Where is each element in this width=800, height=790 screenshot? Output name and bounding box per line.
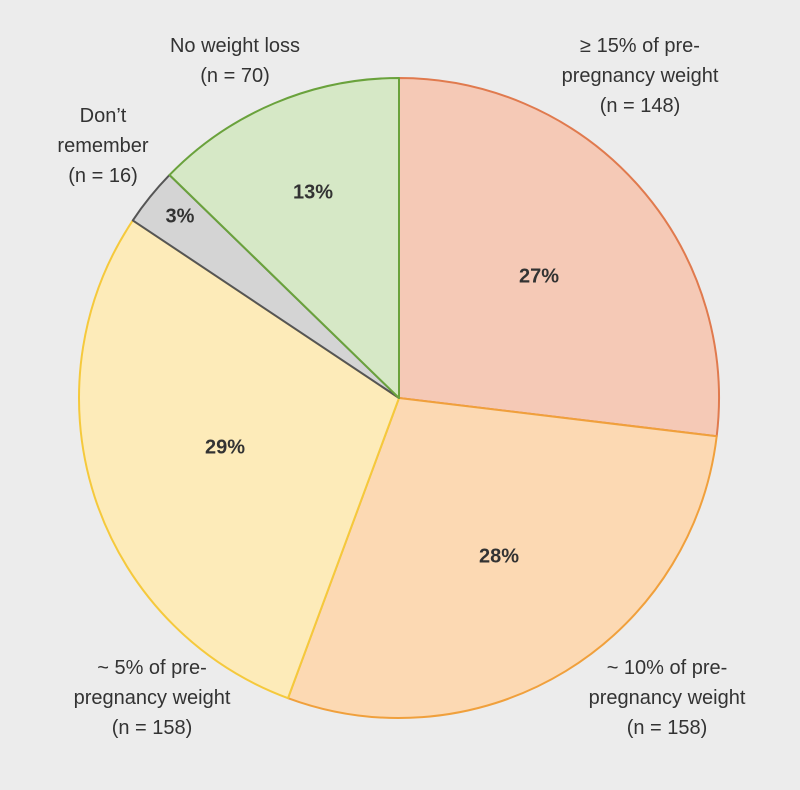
slice-percent-label: 28% [479, 545, 519, 567]
pie-slice-5 [168, 77, 400, 399]
pie-slice-3 [78, 219, 400, 700]
slice-category-label-line: No weight loss [170, 35, 300, 57]
slice-percent-label: 13% [293, 181, 333, 203]
slice-category-label-line: ~ 10% of pre- [607, 657, 728, 679]
slice-category-label-line: (n = 16) [68, 165, 137, 187]
slice-category-label-line: remember [57, 135, 148, 157]
slice-category-label: No weight loss (n = 70) [170, 35, 300, 87]
pie-slices [78, 77, 720, 719]
slice-percent-label: 27% [519, 265, 559, 287]
slice-category-label: ~ 10% of pre-pregnancy weight (n = 158) [589, 657, 746, 739]
slice-category-label-line: Don’t [80, 105, 127, 127]
slice-category-label-line: pregnancy weight [589, 687, 746, 709]
slice-category-label-line: (n = 70) [200, 65, 269, 87]
pie-slice-1 [398, 77, 720, 438]
slice-category-label: ~ 5% of pre-pregnancy weight (n = 158) [74, 657, 231, 739]
slice-category-label-line: pregnancy weight [562, 65, 719, 87]
pie-slice-2 [287, 397, 718, 719]
slice-category-label-line: ~ 5% of pre- [97, 657, 207, 679]
slice-category-label-line: (n = 158) [627, 717, 708, 739]
slice-category-label: Don’t remember (n = 16) [57, 105, 148, 187]
slice-category-label: ≥ 15% of pre-pregnancy weight (n = 148) [562, 35, 719, 117]
slice-category-label-line: ≥ 15% of pre- [580, 35, 700, 57]
slice-category-label-line: (n = 158) [112, 717, 193, 739]
slice-percent-label: 29% [205, 436, 245, 458]
slice-category-label-line: (n = 148) [600, 95, 681, 117]
slice-category-label-line: pregnancy weight [74, 687, 231, 709]
slice-percent-label: 3% [166, 205, 195, 227]
